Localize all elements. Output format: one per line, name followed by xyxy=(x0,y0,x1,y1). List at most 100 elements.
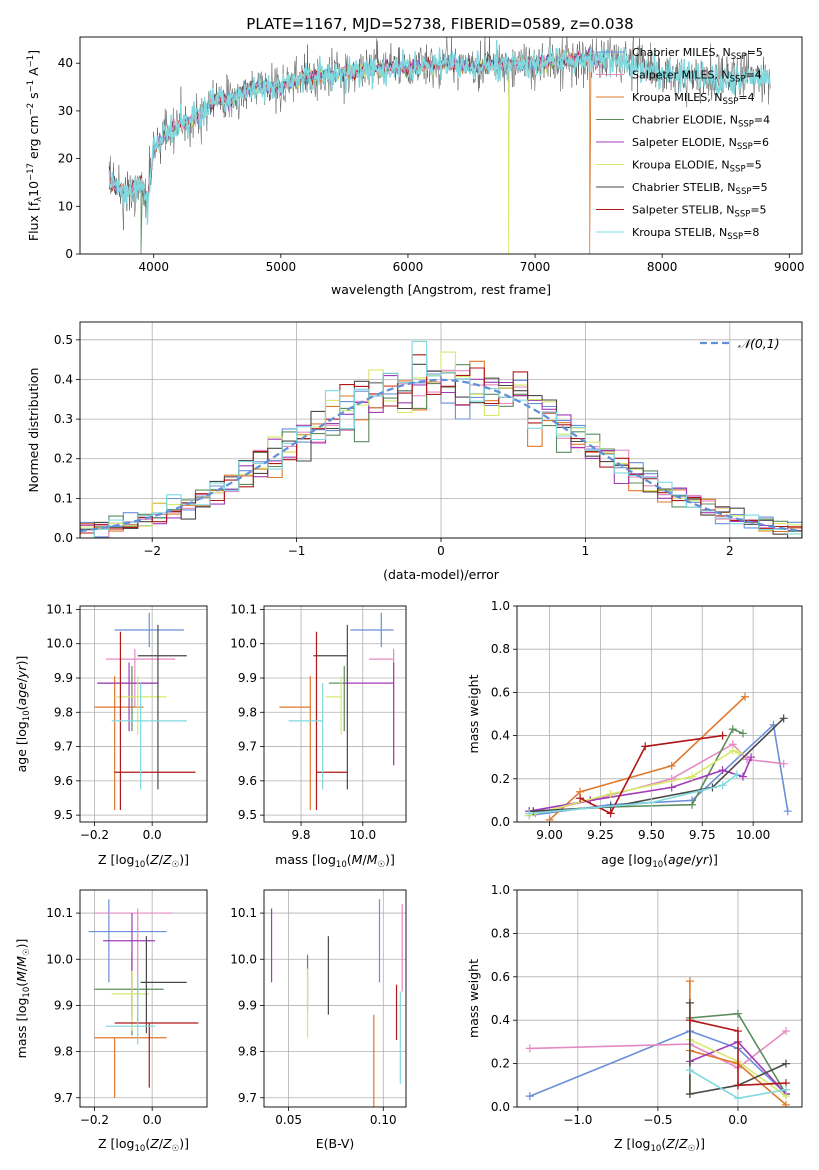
x-tick-label: 0.0 xyxy=(728,1113,747,1127)
weight-marker xyxy=(733,1081,742,1090)
weight-marker xyxy=(733,1009,742,1018)
weight-series-line xyxy=(529,1030,787,1097)
legend-entry: Kroupa ELODIE, NSSP=5 xyxy=(632,159,762,175)
label-fragment: Z [log xyxy=(98,1136,134,1151)
weight-marker xyxy=(606,789,615,798)
weight-marker xyxy=(728,746,737,755)
label-fragment: Z xyxy=(678,1136,688,1151)
label-fragment: )] xyxy=(708,852,718,867)
label-fragment: ( xyxy=(661,1136,666,1151)
y-tick-label: 0.2 xyxy=(491,772,510,786)
label-fragment: ( xyxy=(145,852,150,867)
weight-marker xyxy=(685,1066,694,1075)
label-fragment: 10 xyxy=(134,860,145,870)
weight-marker xyxy=(667,783,676,792)
weight-marker xyxy=(781,1059,790,1068)
y-tick-label: 1.0 xyxy=(491,883,510,897)
axes-frame xyxy=(79,36,803,255)
label-fragment: Z [log xyxy=(614,1136,650,1151)
label-fragment: 10 xyxy=(26,181,41,197)
weight-marker xyxy=(718,731,727,740)
y-axis-label: mass weight xyxy=(466,674,481,753)
label-fragment: M xyxy=(14,971,29,982)
label-fragment: SSP xyxy=(722,97,738,107)
weight-marker xyxy=(718,766,727,775)
y-tick-label: 0.4 xyxy=(491,729,510,743)
weight-series-line xyxy=(689,1019,787,1087)
y-tick-label: 9.9 xyxy=(54,998,73,1012)
label-fragment: )] xyxy=(385,852,395,867)
y-tick-label: 9.8 xyxy=(238,1045,257,1059)
y-tick-label: 0.3 xyxy=(54,412,73,426)
weight-series-line xyxy=(689,1002,787,1095)
x-axis-label: (data-model)/error xyxy=(383,567,500,582)
y-tick-label: 0.0 xyxy=(54,531,73,545)
label-fragment: Z xyxy=(162,852,172,867)
label-fragment: λ xyxy=(34,197,44,202)
y-tick-label: 10.1 xyxy=(230,906,257,920)
weight-marker xyxy=(685,977,694,986)
y-tick-label: 0.6 xyxy=(491,970,510,984)
plot-area xyxy=(525,692,792,822)
y-tick-label: 10.1 xyxy=(230,602,257,616)
y-tick-label: 10.1 xyxy=(46,906,73,920)
label-fragment: )] xyxy=(179,1136,189,1151)
label-fragment: ( xyxy=(145,1136,150,1151)
label-fragment: ☉ xyxy=(22,948,32,956)
label-fragment: erg cm xyxy=(26,115,41,163)
x-axis-label: Z [log10(Z/Z☉)] xyxy=(98,852,189,870)
label-fragment: M xyxy=(352,852,363,867)
plot-area xyxy=(279,612,395,810)
label-fragment: =5 xyxy=(750,204,766,217)
grid xyxy=(80,890,207,1107)
panel-mass_vs_Z: −0.2 0.0 9.7 9.8 9.9 10.0 10.1 xyxy=(46,889,208,1127)
x-tick-label: 9.8 xyxy=(291,828,310,842)
panel-residuals: −2 −1 0 1 2 0.0 0.1 0.2 0.3 0.4 0.5 xyxy=(54,321,803,558)
x-tick-label: −2 xyxy=(143,544,161,558)
weight-marker xyxy=(685,1016,694,1025)
x-tick-label: 7000 xyxy=(520,260,551,274)
y-tick-label: 9.6 xyxy=(54,774,73,788)
weight-marker xyxy=(685,998,694,1007)
label-fragment: M xyxy=(367,852,378,867)
y-axis-label: Normed distribution xyxy=(26,368,41,493)
weight-marker xyxy=(685,1089,694,1098)
grid xyxy=(517,889,802,1108)
label-fragment: −1 xyxy=(26,55,36,68)
label-fragment: Z xyxy=(665,1136,675,1151)
label-fragment: Chabrier MILES, N xyxy=(632,46,731,59)
label-fragment: mass [log xyxy=(275,852,336,867)
y-tick-label: 0.2 xyxy=(54,452,73,466)
label-fragment: ( xyxy=(347,852,352,867)
weight-marker xyxy=(747,753,756,762)
weight-marker xyxy=(779,759,788,768)
label-fragment: Z [log xyxy=(98,852,134,867)
x-tick-label: 0.10 xyxy=(370,1113,397,1127)
weight-marker xyxy=(738,729,747,738)
weight-marker xyxy=(779,714,788,723)
label-fragment: yr xyxy=(695,852,709,867)
y-tick-label: 9.8 xyxy=(54,1045,73,1059)
label-fragment: / xyxy=(362,852,367,867)
label-fragment: SSP xyxy=(730,74,746,84)
label-fragment: 10 xyxy=(336,860,347,870)
x-axis-label: Z [log10(Z/Z☉)] xyxy=(614,1136,705,1154)
x-tick-label: −0.2 xyxy=(80,828,109,842)
x-axis-label: mass [log10(M/M☉)] xyxy=(275,852,395,870)
x-axis-label: Z [log10(Z/Z☉)] xyxy=(98,1136,189,1154)
label-fragment: ( xyxy=(14,705,29,710)
weight-marker xyxy=(783,807,792,816)
x-axis-label: E(B-V) xyxy=(316,1136,355,1151)
weight-marker xyxy=(545,815,554,822)
label-fragment: age xyxy=(14,682,29,706)
label-fragment: Kroupa MILES, N xyxy=(632,91,722,104)
y-tick-label: 9.7 xyxy=(54,1091,73,1105)
label-fragment: Z xyxy=(149,1136,159,1151)
label-fragment: )] xyxy=(695,1136,705,1151)
label-fragment: ☉ xyxy=(172,860,180,870)
label-fragment: ☉ xyxy=(172,1144,180,1154)
weight-marker xyxy=(781,1027,790,1036)
plot-area xyxy=(80,340,802,538)
label-fragment: Chabrier STELIB, N xyxy=(632,181,736,194)
